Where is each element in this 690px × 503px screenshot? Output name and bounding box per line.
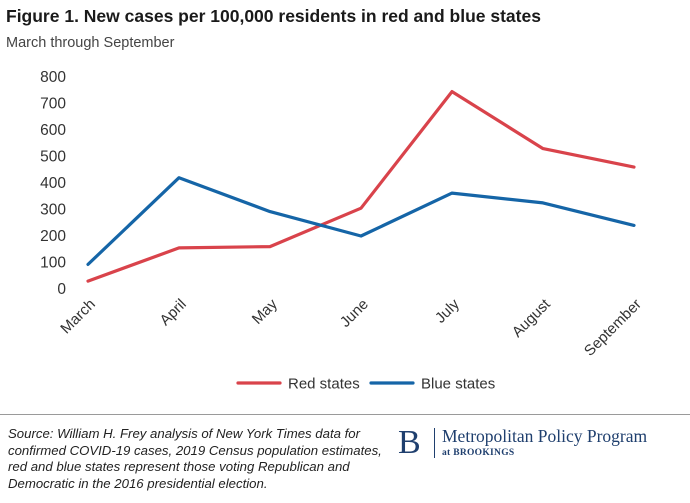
x-tick-label: July [432, 295, 463, 326]
logo-at-brookings: at BROOKINGS [442, 448, 515, 458]
x-tick-label: May [249, 295, 281, 327]
y-tick-label: 700 [40, 96, 66, 113]
legend-label: Red states [288, 376, 360, 393]
footer-divider [0, 414, 690, 415]
y-tick-label: 600 [40, 122, 66, 139]
y-tick-label: 200 [40, 228, 66, 245]
series-line-red-states [86, 89, 636, 283]
y-tick-label: 300 [40, 202, 66, 219]
series-lines [86, 89, 636, 283]
y-axis: 0 100 200 300 400 500 600 700 800 [40, 69, 66, 298]
y-tick-label: 800 [40, 69, 66, 86]
y-tick-label: 400 [40, 175, 66, 192]
chart-subtitle: March through September [6, 35, 175, 51]
x-tick-label: August [509, 295, 555, 341]
line-chart: 0 100 200 300 400 500 600 700 800 March April May J… [40, 69, 645, 393]
y-tick-label: 0 [57, 281, 66, 298]
series-line-blue-states [86, 176, 636, 266]
brookings-logo: B Metropolitan Policy Program at BROOKIN… [398, 424, 688, 464]
x-axis: March April May June July August September [57, 295, 645, 359]
logo-divider [434, 428, 435, 458]
legend-label: Blue states [421, 376, 495, 393]
source-note: Source: William H. Frey analysis of New … [8, 426, 382, 491]
y-tick-label: 100 [40, 255, 66, 272]
y-tick-label: 500 [40, 149, 66, 166]
x-tick-label: April [157, 296, 190, 329]
logo-program-name: Metropolitan Policy Program [442, 426, 648, 446]
x-tick-label: June [337, 296, 372, 331]
x-tick-label: September [581, 296, 645, 360]
chart-title: Figure 1. New cases per 100,000 resident… [6, 6, 541, 26]
brookings-b-mark: B [398, 424, 421, 461]
x-tick-label: March [57, 296, 98, 337]
legend: Red states Blue states [236, 376, 495, 393]
